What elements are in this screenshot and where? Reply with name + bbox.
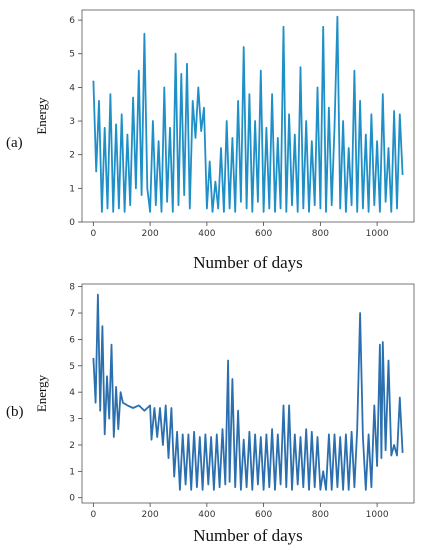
- y-axis-label: Energy: [34, 374, 49, 412]
- y-tick-label: 8: [69, 283, 75, 293]
- x-tick-label: 200: [142, 510, 159, 520]
- y-tick-label: 5: [69, 362, 75, 372]
- y-tick-label: 0: [69, 218, 75, 228]
- y-tick-label: 4: [69, 83, 75, 93]
- y-tick-label: 6: [69, 16, 75, 26]
- x-tick-label: 600: [255, 510, 272, 520]
- x-tick-label: 0: [90, 510, 96, 520]
- series-line: [92, 15, 404, 213]
- chart-a: 0 200 400 600 800 1000 0 1 2 3 4 5 6 Energy Number of …: [34, 9, 415, 272]
- y-tick-label: 0: [69, 494, 75, 504]
- y-tick-label: 6: [69, 335, 75, 345]
- x-axis-label: Number of days: [193, 526, 303, 545]
- x-tick-label: 400: [198, 229, 215, 239]
- x-tick-label: 1000: [366, 229, 389, 239]
- x-tick-label: 800: [312, 510, 329, 520]
- x-axis-label: Number of days: [193, 253, 303, 272]
- y-tick-label: 1: [69, 467, 75, 477]
- series-line: [92, 293, 404, 491]
- x-tick-label: 0: [90, 229, 96, 239]
- y-tick-label: 2: [69, 441, 75, 451]
- chart-b: 0 200 400 600 800 1000 0 1 2 3 4 5 6 7 8 Energy Number o…: [34, 283, 415, 545]
- x-tick-label: 400: [198, 510, 215, 520]
- x-tick-label: 200: [142, 229, 159, 239]
- y-tick-label: 7: [69, 309, 75, 319]
- x-tick-label: 1000: [366, 510, 389, 520]
- y-tick-label: 3: [69, 117, 75, 127]
- x-tick-label: 600: [255, 229, 272, 239]
- y-axis-label: Energy: [34, 97, 49, 135]
- panel-label-b: (b): [6, 404, 24, 420]
- y-tick-label: 2: [69, 151, 75, 161]
- y-tick-label: 3: [69, 415, 75, 425]
- x-tick-label: 800: [312, 229, 329, 239]
- y-tick-label: 4: [69, 388, 75, 398]
- y-tick-label: 5: [69, 50, 75, 60]
- panel-label-a: (a): [6, 135, 23, 151]
- y-tick-label: 1: [69, 184, 75, 194]
